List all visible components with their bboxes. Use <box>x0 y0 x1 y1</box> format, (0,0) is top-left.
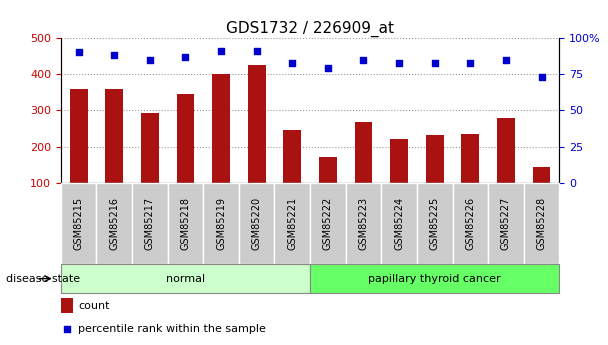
Bar <box>390 139 408 183</box>
Text: normal: normal <box>166 274 205 284</box>
FancyBboxPatch shape <box>310 264 559 293</box>
Point <box>74 50 83 55</box>
Text: GSM85224: GSM85224 <box>394 197 404 250</box>
Text: GSM85226: GSM85226 <box>465 197 475 250</box>
Text: GSM85228: GSM85228 <box>536 197 547 250</box>
Bar <box>176 94 195 183</box>
Text: count: count <box>78 301 110 311</box>
FancyBboxPatch shape <box>346 183 381 264</box>
Point <box>394 60 404 65</box>
Text: GSM85220: GSM85220 <box>252 197 261 250</box>
FancyBboxPatch shape <box>452 183 488 264</box>
Bar <box>319 157 337 183</box>
Text: GSM85216: GSM85216 <box>109 197 119 250</box>
FancyBboxPatch shape <box>97 183 132 264</box>
FancyBboxPatch shape <box>168 183 203 264</box>
Bar <box>533 167 550 183</box>
Bar <box>426 135 444 183</box>
Bar <box>283 130 301 183</box>
FancyBboxPatch shape <box>523 183 559 264</box>
FancyBboxPatch shape <box>203 183 239 264</box>
FancyBboxPatch shape <box>61 264 310 293</box>
Point <box>216 48 226 54</box>
Text: GSM85221: GSM85221 <box>287 197 297 250</box>
Text: percentile rank within the sample: percentile rank within the sample <box>78 324 266 334</box>
Point <box>430 60 440 65</box>
Point <box>466 60 475 65</box>
Point <box>145 57 154 62</box>
Bar <box>141 113 159 183</box>
Text: GSM85215: GSM85215 <box>74 197 84 250</box>
Title: GDS1732 / 226909_at: GDS1732 / 226909_at <box>226 20 394 37</box>
Bar <box>61 298 74 313</box>
FancyBboxPatch shape <box>274 183 310 264</box>
Point <box>537 74 547 80</box>
Bar <box>212 74 230 183</box>
FancyBboxPatch shape <box>132 183 168 264</box>
Bar <box>497 118 515 183</box>
FancyBboxPatch shape <box>488 183 523 264</box>
FancyBboxPatch shape <box>310 183 346 264</box>
Text: disease state: disease state <box>6 274 80 284</box>
Text: papillary thyroid cancer: papillary thyroid cancer <box>368 274 501 284</box>
Text: GSM85217: GSM85217 <box>145 197 155 250</box>
Bar <box>70 89 88 183</box>
Text: GSM85223: GSM85223 <box>359 197 368 250</box>
Text: GSM85222: GSM85222 <box>323 197 333 250</box>
FancyBboxPatch shape <box>239 183 274 264</box>
Point <box>181 54 190 60</box>
FancyBboxPatch shape <box>381 183 417 264</box>
Bar <box>247 65 266 183</box>
Point <box>501 57 511 62</box>
Text: GSM85227: GSM85227 <box>501 197 511 250</box>
Text: GSM85219: GSM85219 <box>216 197 226 250</box>
FancyBboxPatch shape <box>61 183 97 264</box>
Point <box>323 66 333 71</box>
Point <box>359 57 368 62</box>
Point <box>252 48 261 54</box>
Bar <box>354 122 372 183</box>
FancyBboxPatch shape <box>417 183 452 264</box>
Point <box>109 52 119 58</box>
Point <box>62 326 72 332</box>
Point <box>288 60 297 65</box>
Bar <box>461 134 479 183</box>
Text: GSM85218: GSM85218 <box>181 197 190 250</box>
Bar <box>105 89 123 183</box>
Text: GSM85225: GSM85225 <box>430 197 440 250</box>
